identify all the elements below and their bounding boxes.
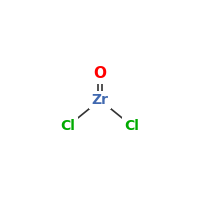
Text: O: O bbox=[94, 66, 106, 82]
Text: Cl: Cl bbox=[61, 119, 75, 133]
Text: Zr: Zr bbox=[92, 93, 108, 107]
Text: Cl: Cl bbox=[125, 119, 139, 133]
